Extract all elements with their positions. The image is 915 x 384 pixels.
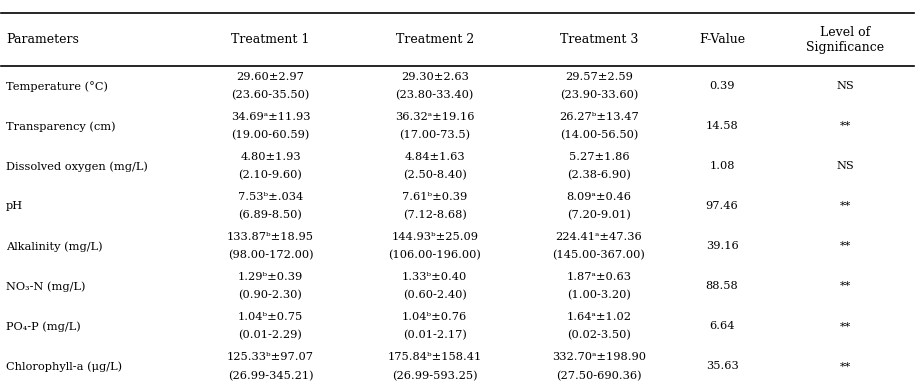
Text: (2.50-8.40): (2.50-8.40): [403, 170, 467, 180]
Text: Parameters: Parameters: [6, 33, 79, 46]
Text: 97.46: 97.46: [705, 201, 738, 211]
Text: Treatment 1: Treatment 1: [231, 33, 309, 46]
Text: 1.33ᵇ±0.40: 1.33ᵇ±0.40: [402, 272, 468, 282]
Text: (27.50-690.36): (27.50-690.36): [556, 371, 641, 381]
Text: (0.01-2.17): (0.01-2.17): [403, 330, 467, 341]
Text: 144.93ᵇ±25.09: 144.93ᵇ±25.09: [392, 232, 479, 242]
Text: (7.20-9.01): (7.20-9.01): [567, 210, 630, 221]
Text: **: **: [840, 361, 851, 371]
Text: 5.27±1.86: 5.27±1.86: [568, 152, 630, 162]
Text: 4.84±1.63: 4.84±1.63: [404, 152, 465, 162]
Text: 1.87ᵃ±0.63: 1.87ᵃ±0.63: [566, 272, 631, 282]
Text: 6.64: 6.64: [709, 321, 735, 331]
Text: (98.00-172.00): (98.00-172.00): [228, 250, 313, 261]
Text: **: **: [840, 241, 851, 251]
Text: 29.30±2.63: 29.30±2.63: [401, 72, 468, 82]
Text: **: **: [840, 201, 851, 211]
Text: (0.02-3.50): (0.02-3.50): [567, 330, 630, 341]
Text: 224.41ᵃ±47.36: 224.41ᵃ±47.36: [555, 232, 642, 242]
Text: (26.99-593.25): (26.99-593.25): [392, 371, 478, 381]
Text: F-Value: F-Value: [699, 33, 745, 46]
Text: (14.00-56.50): (14.00-56.50): [560, 130, 638, 141]
Text: Temperature (°C): Temperature (°C): [6, 81, 108, 92]
Text: 36.32ᵃ±19.16: 36.32ᵃ±19.16: [395, 112, 475, 122]
Text: NS: NS: [836, 161, 854, 171]
Text: 125.33ᵇ±97.07: 125.33ᵇ±97.07: [227, 352, 314, 362]
Text: (0.01-2.29): (0.01-2.29): [239, 330, 303, 341]
Text: **: **: [840, 281, 851, 291]
Text: (106.00-196.00): (106.00-196.00): [388, 250, 481, 261]
Text: 4.80±1.93: 4.80±1.93: [240, 152, 301, 162]
Text: 8.09ᵃ±0.46: 8.09ᵃ±0.46: [566, 192, 631, 202]
Text: (26.99-345.21): (26.99-345.21): [228, 371, 313, 381]
Text: Chlorophyll-a (μg/L): Chlorophyll-a (μg/L): [6, 361, 122, 372]
Text: Dissolved oxygen (mg/L): Dissolved oxygen (mg/L): [6, 161, 148, 172]
Text: (0.90-2.30): (0.90-2.30): [239, 290, 303, 301]
Text: 26.27ᵇ±13.47: 26.27ᵇ±13.47: [559, 112, 639, 122]
Text: 133.87ᵇ±18.95: 133.87ᵇ±18.95: [227, 232, 314, 242]
Text: **: **: [840, 321, 851, 331]
Text: (2.38-6.90): (2.38-6.90): [567, 170, 630, 180]
Text: 14.58: 14.58: [705, 121, 738, 131]
Text: 1.04ᵇ±0.76: 1.04ᵇ±0.76: [402, 312, 468, 322]
Text: 175.84ᵇ±158.41: 175.84ᵇ±158.41: [388, 352, 482, 362]
Text: Treatment 2: Treatment 2: [395, 33, 474, 46]
Text: 29.60±2.97: 29.60±2.97: [237, 72, 305, 82]
Text: 1.08: 1.08: [709, 161, 735, 171]
Text: **: **: [840, 121, 851, 131]
Text: 29.57±2.59: 29.57±2.59: [565, 72, 633, 82]
Text: Level of
Significance: Level of Significance: [806, 25, 884, 53]
Text: 1.64ᵃ±1.02: 1.64ᵃ±1.02: [566, 312, 631, 322]
Text: 39.16: 39.16: [705, 241, 738, 251]
Text: (1.00-3.20): (1.00-3.20): [567, 290, 630, 301]
Text: (23.60-35.50): (23.60-35.50): [231, 90, 309, 101]
Text: 7.53ᵇ±.034: 7.53ᵇ±.034: [238, 192, 303, 202]
Text: 34.69ᵃ±11.93: 34.69ᵃ±11.93: [231, 112, 310, 122]
Text: (19.00-60.59): (19.00-60.59): [231, 130, 309, 141]
Text: 35.63: 35.63: [705, 361, 738, 371]
Text: (145.00-367.00): (145.00-367.00): [553, 250, 645, 261]
Text: (17.00-73.5): (17.00-73.5): [399, 130, 470, 141]
Text: Alkalinity (mg/L): Alkalinity (mg/L): [6, 241, 102, 252]
Text: (0.60-2.40): (0.60-2.40): [403, 290, 467, 301]
Text: 7.61ᵇ±0.39: 7.61ᵇ±0.39: [402, 192, 468, 202]
Text: Transparency (cm): Transparency (cm): [6, 121, 115, 132]
Text: NS: NS: [836, 81, 854, 91]
Text: 1.29ᵇ±0.39: 1.29ᵇ±0.39: [238, 272, 303, 282]
Text: 88.58: 88.58: [705, 281, 738, 291]
Text: Treatment 3: Treatment 3: [560, 33, 638, 46]
Text: (23.90-33.60): (23.90-33.60): [560, 90, 638, 101]
Text: pH: pH: [6, 201, 23, 211]
Text: (23.80-33.40): (23.80-33.40): [395, 90, 474, 101]
Text: PO₄-P (mg/L): PO₄-P (mg/L): [6, 321, 81, 332]
Text: (2.10-9.60): (2.10-9.60): [239, 170, 303, 180]
Text: 1.04ᵇ±0.75: 1.04ᵇ±0.75: [238, 312, 303, 322]
Text: (6.89-8.50): (6.89-8.50): [239, 210, 303, 221]
Text: NO₃-N (mg/L): NO₃-N (mg/L): [6, 281, 85, 291]
Text: 332.70ᵃ±198.90: 332.70ᵃ±198.90: [552, 352, 646, 362]
Text: (7.12-8.68): (7.12-8.68): [403, 210, 467, 221]
Text: 0.39: 0.39: [709, 81, 735, 91]
